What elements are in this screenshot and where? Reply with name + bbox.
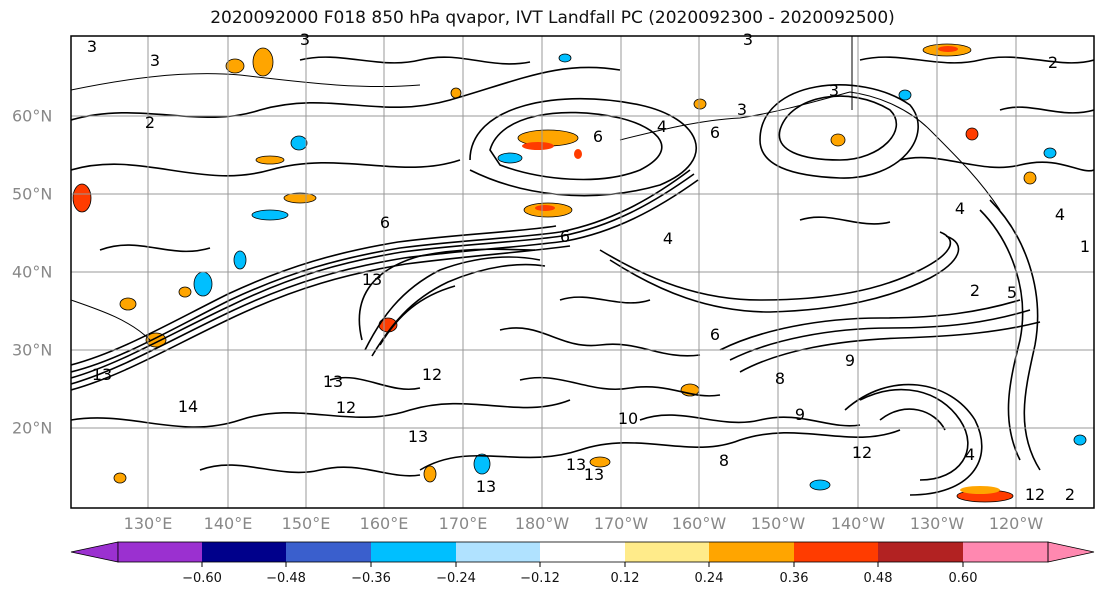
contour-label: 3 bbox=[737, 100, 747, 119]
contour-label: 2 bbox=[970, 281, 980, 300]
contour-label: 12 bbox=[422, 365, 442, 384]
contour-label: 6 bbox=[710, 325, 720, 344]
colorbar-tick-label: 0.12 bbox=[610, 571, 640, 586]
contour-label: 6 bbox=[560, 227, 570, 246]
longitude-label: 160°E bbox=[359, 514, 409, 533]
longitude-label: 170°E bbox=[438, 514, 488, 533]
colorbar-extend-left bbox=[70, 541, 119, 563]
contour-label: 8 bbox=[775, 369, 785, 388]
colorbar-segment bbox=[540, 542, 625, 562]
contour-label: 3 bbox=[743, 30, 753, 49]
colorbar bbox=[70, 541, 1095, 567]
colorbar-tick-label: −0.24 bbox=[436, 571, 476, 586]
colorbar-segment bbox=[202, 542, 286, 562]
contour-label: 1 bbox=[1080, 237, 1090, 256]
colorbar-tick-label: 0.48 bbox=[863, 571, 893, 586]
longitude-label: 140°W bbox=[830, 514, 886, 533]
colorbar-tick-label: −0.48 bbox=[266, 571, 306, 586]
coastlines bbox=[71, 36, 1001, 341]
longitude-label: 170°W bbox=[593, 514, 649, 533]
longitude-label: 180°W bbox=[514, 514, 570, 533]
colorbar-segment bbox=[878, 542, 963, 562]
map-title: 2020092000 F018 850 hPa qvapor, IVT Land… bbox=[210, 8, 895, 28]
contour-label: 3 bbox=[829, 81, 839, 100]
latitude-label: 50°N bbox=[12, 184, 53, 204]
colorbar-frame bbox=[117, 541, 1049, 563]
contour-label: 12 bbox=[1025, 485, 1045, 504]
longitude-label: 130°E bbox=[123, 514, 173, 533]
contour-label: 3 bbox=[150, 51, 160, 70]
colorbar-segment bbox=[625, 542, 709, 562]
contour-label: 9 bbox=[795, 405, 805, 424]
contour-label: 13 bbox=[92, 365, 112, 384]
ivt-contours bbox=[71, 56, 1094, 496]
qvapor-shading bbox=[72, 43, 1087, 503]
contour-label: 2 bbox=[1048, 53, 1058, 72]
contour-label: 13 bbox=[566, 455, 586, 474]
colorbar-tick-label: 0.60 bbox=[948, 571, 978, 586]
contour-label: 13 bbox=[362, 270, 382, 289]
contour-label: 4 bbox=[955, 199, 965, 218]
longitude-label: 140°E bbox=[203, 514, 253, 533]
contour-label: 12 bbox=[336, 398, 356, 417]
colorbar-segment bbox=[371, 542, 456, 562]
colorbar-segment bbox=[456, 542, 540, 562]
contour-label: 8 bbox=[719, 451, 729, 470]
longitude-label: 120°W bbox=[988, 514, 1044, 533]
contour-label: 6 bbox=[380, 213, 390, 232]
contour-label: 6 bbox=[710, 123, 720, 142]
longitude-label: 150°E bbox=[281, 514, 331, 533]
colorbar-tick-label: −0.36 bbox=[351, 571, 391, 586]
contour-label: 13 bbox=[476, 477, 496, 496]
colorbar-segment bbox=[794, 542, 878, 562]
contour-label: 14 bbox=[178, 397, 198, 416]
latitude-label: 30°N bbox=[12, 340, 53, 360]
contour-label: 10 bbox=[618, 409, 638, 428]
colorbar-segment bbox=[286, 542, 371, 562]
contour-label: 2 bbox=[145, 113, 155, 132]
contour-label: 12 bbox=[852, 443, 872, 462]
contour-label: 9 bbox=[845, 351, 855, 370]
contour-label: 4 bbox=[657, 117, 667, 136]
longitude-label: 160°W bbox=[671, 514, 727, 533]
contour-label: 13 bbox=[323, 372, 343, 391]
colorbar-segment bbox=[118, 542, 202, 562]
contour-label: 4 bbox=[1055, 205, 1065, 224]
longitude-label: 130°W bbox=[909, 514, 965, 533]
colorbar-tick-label: 0.24 bbox=[694, 571, 724, 586]
contour-label: 4 bbox=[663, 229, 673, 248]
latitude-label: 20°N bbox=[12, 418, 53, 438]
colorbar-tick-label: 0.36 bbox=[779, 571, 809, 586]
contour-label: 13 bbox=[408, 427, 428, 446]
colorbar-tick-label: −0.12 bbox=[520, 571, 560, 586]
contour-label: 13 bbox=[584, 465, 604, 484]
contour-label: 5 bbox=[1007, 283, 1017, 302]
contour-label: 4 bbox=[965, 445, 975, 464]
map-gridlines bbox=[71, 36, 1094, 508]
map-frame bbox=[70, 35, 1095, 509]
colorbar-tick-label: −0.60 bbox=[182, 571, 222, 586]
contour-label: 6 bbox=[593, 127, 603, 146]
contour-label: 2 bbox=[1065, 485, 1075, 504]
colorbar-segment bbox=[963, 542, 1048, 562]
contour-label: 3 bbox=[300, 30, 310, 49]
latitude-label: 60°N bbox=[12, 106, 53, 126]
colorbar-segment bbox=[709, 542, 794, 562]
latitude-label: 40°N bbox=[12, 262, 53, 282]
longitude-label: 150°W bbox=[750, 514, 806, 533]
colorbar-extend-right bbox=[1047, 541, 1095, 563]
contour-label: 3 bbox=[87, 37, 97, 56]
